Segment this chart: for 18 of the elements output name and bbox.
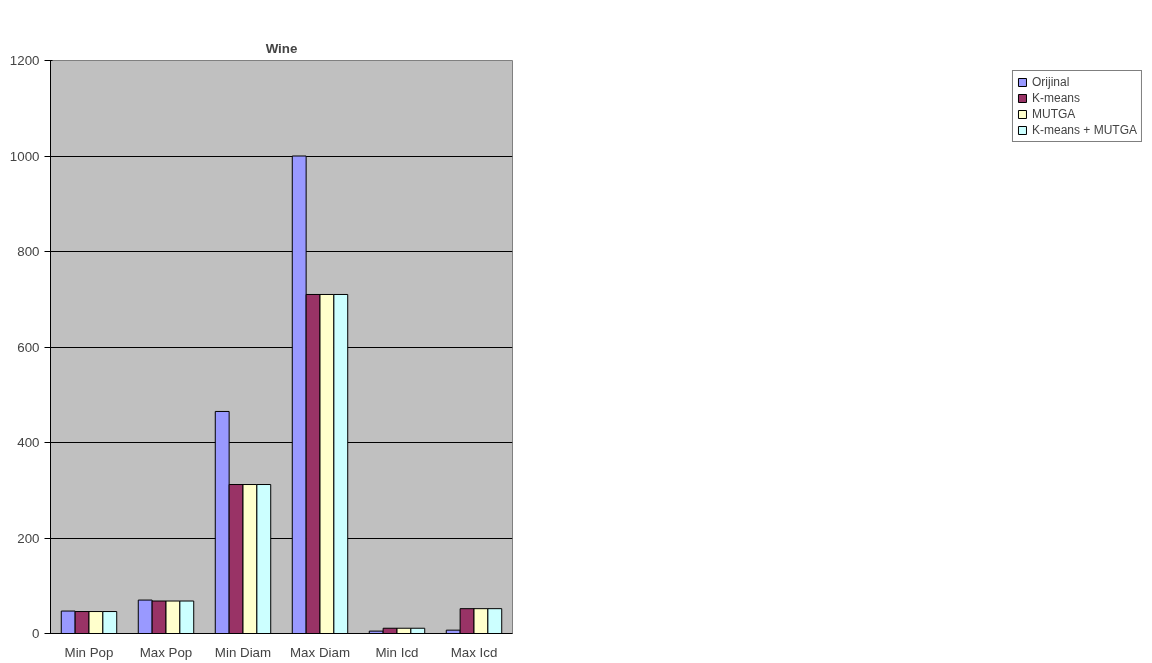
y-tick-label: 1000	[9, 148, 40, 164]
legend-label: K-means	[1031, 91, 1080, 105]
legend-label: MUTGA	[1031, 107, 1076, 121]
x-tick-label: Min Diam	[214, 644, 272, 660]
legend-label: Orijinal	[1031, 75, 1070, 89]
y-tick-label: 1200	[9, 53, 40, 68]
x-tick-label: Max Pop	[139, 644, 193, 660]
y-tick-label: 200	[17, 530, 40, 546]
x-tick-label: Max Diam	[290, 644, 350, 660]
x-tick-label: Min Pop	[64, 644, 114, 660]
x-tick-label: Max Icd	[450, 644, 498, 660]
legend-label: K-means + MUTGA	[1031, 123, 1137, 137]
y-tick-label: 800	[17, 244, 40, 259]
y-tick-label: 400	[17, 435, 40, 450]
y-tick-label: 0	[32, 626, 40, 641]
chart-title: Wine	[265, 40, 298, 56]
y-tick-label: 600	[17, 339, 40, 355]
x-tick-label: Min Icd	[375, 644, 419, 660]
